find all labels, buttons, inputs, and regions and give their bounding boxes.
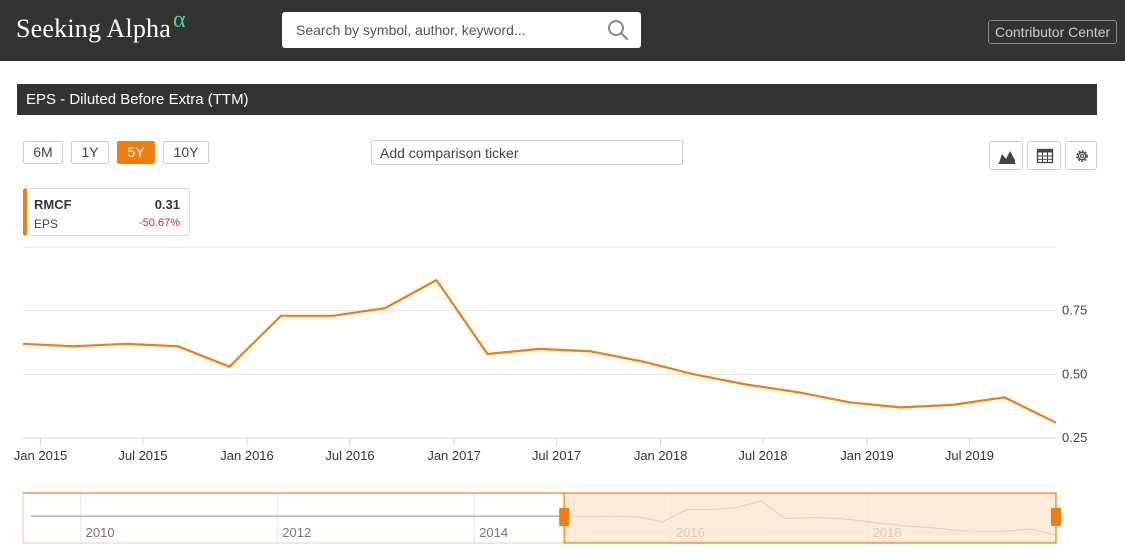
table-icon — [1036, 148, 1054, 164]
x-axis-label: Jan 2017 — [427, 448, 481, 463]
range-navigator[interactable]: 20102012201420162018 — [0, 490, 1125, 555]
comparison-ticker-input[interactable] — [371, 140, 683, 165]
navigator-selected-window — [563, 492, 1057, 544]
x-axis-label: Jan 2019 — [840, 448, 894, 463]
eps-line-chart[interactable]: 0.25 0.50 0.75 Jan 2015 Jul 2015 Jan 2016 Jul … — [0, 240, 1125, 472]
area-chart-icon — [998, 151, 1016, 164]
navigator-right-handle[interactable] — [1051, 508, 1061, 526]
contributor-center-button[interactable]: Contributor Center — [988, 20, 1118, 44]
x-axis-label: Jan 2016 — [220, 448, 274, 463]
search-input[interactable] — [296, 12, 596, 48]
x-axis-label: Jul 2016 — [325, 448, 374, 463]
legend-metric: EPS — [34, 217, 59, 231]
logo-alpha-symbol: α — [172, 7, 186, 33]
navigator-year-label: 2012 — [282, 525, 311, 540]
legend-value: 0.31 — [154, 197, 180, 212]
x-axis-label: Jul 2019 — [945, 448, 994, 463]
x-axis-label: Jul 2017 — [532, 448, 581, 463]
legend-ticker: RMCF — [34, 197, 72, 212]
eps-series-line — [22, 278, 1057, 424]
x-axis-label: Jul 2018 — [738, 448, 787, 463]
search-box — [282, 12, 641, 48]
navigator-year-label: 2010 — [86, 525, 115, 540]
series-legend-box: RMCF 0.31 EPS -50.67% — [23, 188, 190, 236]
area-chart-button[interactable] — [989, 141, 1023, 170]
gear-icon — [1076, 150, 1088, 162]
y-axis-label: 0.75 — [1062, 303, 1087, 318]
x-axis-label: Jul 2015 — [118, 448, 167, 463]
table-view-button[interactable] — [1027, 141, 1061, 170]
search-icon[interactable] — [607, 19, 629, 41]
x-axis-label: Jan 2018 — [634, 448, 688, 463]
section-title-bar: EPS - Diluted Before Extra (TTM) — [17, 84, 1097, 115]
navigator-left-handle[interactable] — [559, 508, 570, 526]
navigator-year-label: 2014 — [479, 525, 508, 540]
y-axis-label: 0.50 — [1062, 366, 1087, 381]
seeking-alpha-logo[interactable]: Seeking Alphaα — [16, 7, 186, 44]
x-axis-label: Jan 2015 — [14, 448, 68, 463]
legend-change: -50.67% — [139, 217, 180, 229]
top-navigation-bar: Seeking Alphaα Contributor Center — [0, 0, 1125, 61]
settings-button[interactable] — [1065, 141, 1097, 170]
logo-text: Seeking Alpha — [16, 14, 171, 43]
range-5y-button[interactable]: 5Y — [117, 141, 155, 164]
range-6m-button[interactable]: 6M — [23, 141, 63, 164]
range-1y-button[interactable]: 1Y — [71, 141, 109, 164]
y-axis-label: 0.25 — [1062, 430, 1087, 445]
range-10y-button[interactable]: 10Y — [163, 141, 209, 164]
